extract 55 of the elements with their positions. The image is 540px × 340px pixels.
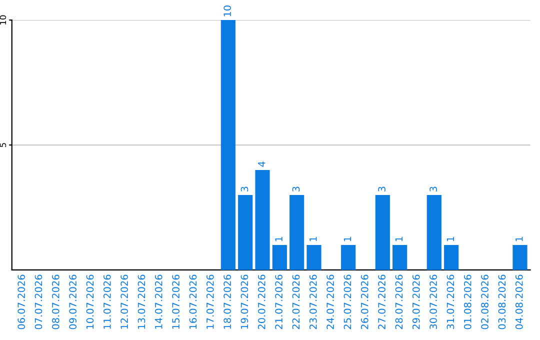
x-tick-label: 02.08.2026: [481, 274, 488, 330]
x-tick-label: 08.07.2026: [52, 274, 60, 330]
x-tick-label: 13.07.2026: [138, 274, 146, 329]
bar: [426, 194, 442, 270]
y-tick-label: 5: [0, 143, 6, 148]
bar: [272, 244, 287, 270]
bar: [290, 194, 304, 270]
bar: [444, 244, 459, 270]
data-label: 1: [446, 236, 454, 242]
x-tick-label: 30.07.2026: [430, 274, 437, 330]
bar: [375, 194, 390, 270]
x-tick-label: 15.07.2026: [172, 274, 180, 329]
x-tick-label: 12.07.2026: [120, 274, 128, 329]
bar: [512, 244, 528, 270]
x-tick-label: 23.07.2026: [309, 274, 317, 330]
x-tick-label: 01.08.2026: [464, 274, 472, 330]
x-tick-label: 11.07.2026: [103, 274, 111, 329]
x-tick-label: 28.07.2026: [395, 274, 403, 330]
data-label: 3: [430, 186, 437, 192]
data-label: 3: [240, 186, 248, 192]
x-tick-label: 22.07.2026: [292, 274, 300, 330]
x-tick-label: 17.07.2026: [206, 274, 214, 329]
bar: [392, 244, 408, 270]
x-tick-label: 14.07.2026: [154, 274, 162, 329]
x-tick-label: 29.07.2026: [412, 274, 420, 330]
data-label: 4: [258, 162, 266, 167]
x-tick-label: 18.07.2026: [224, 274, 231, 329]
data-label: 3: [292, 186, 300, 192]
bar: [238, 194, 253, 270]
x-tick-label: 09.07.2026: [69, 274, 76, 330]
data-label: 10: [224, 6, 231, 16]
x-tick-label: 10.07.2026: [86, 274, 94, 329]
bar: [341, 244, 356, 270]
data-label: 1: [395, 236, 403, 242]
bar: [255, 170, 270, 270]
x-tick-label: 24.07.2026: [326, 274, 334, 330]
x-tick-label: 21.07.2026: [275, 274, 282, 330]
data-label: 1: [310, 236, 317, 242]
x-tick-label: 03.08.2026: [498, 274, 506, 330]
x-tick-label: 25.07.2026: [344, 274, 352, 330]
x-tick-label: 19.07.2026: [240, 274, 248, 329]
data-label: 1: [344, 236, 352, 242]
bar: [220, 20, 236, 270]
x-tick-label: 04.08.2026: [515, 274, 523, 330]
x-tick-label: 27.07.2026: [378, 274, 386, 330]
x-tick-label: 07.07.2026: [34, 274, 42, 330]
x-tick-label: 06.07.2026: [18, 274, 25, 330]
bar: [306, 244, 322, 270]
x-tick-label: 20.07.2026: [258, 274, 266, 330]
data-label: 3: [378, 186, 386, 192]
x-tick-label: 26.07.2026: [360, 274, 368, 330]
data-label: 1: [275, 236, 282, 242]
x-tick-label: 31.07.2026: [446, 274, 454, 330]
x-tick-label: 16.07.2026: [189, 274, 197, 329]
data-label: 1: [516, 236, 523, 242]
